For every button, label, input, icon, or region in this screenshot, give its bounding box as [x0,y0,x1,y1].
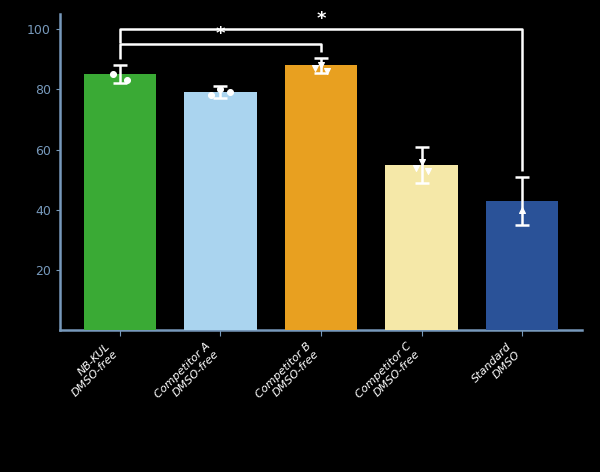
Text: *: * [216,25,225,43]
Point [316,61,326,69]
Point [417,158,427,166]
Bar [486,201,558,330]
Bar [385,165,458,330]
Point [122,76,132,84]
Point [215,86,225,93]
Point [108,71,118,78]
Text: *: * [316,10,326,28]
Bar [184,93,257,330]
Point [423,167,433,175]
Point [206,92,216,99]
Point [517,206,527,214]
Bar [84,75,156,330]
Point [225,89,235,96]
Point [411,164,421,171]
Point [310,65,320,72]
Point [322,67,332,75]
Bar [285,65,357,330]
